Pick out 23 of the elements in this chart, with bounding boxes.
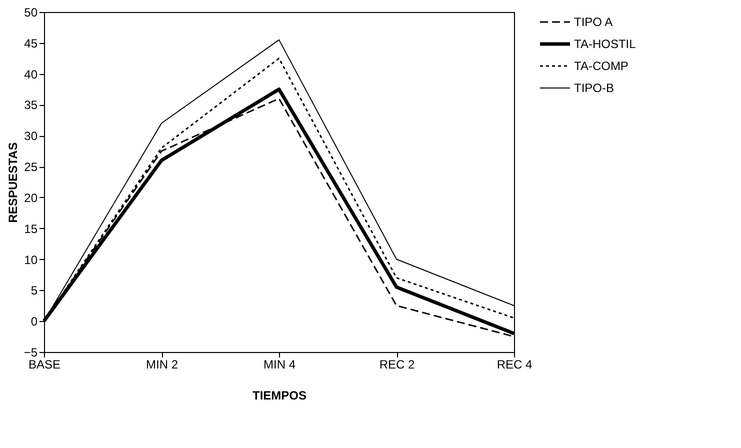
legend-label: TA-HOSTIL — [574, 37, 636, 51]
x-tick-label: BASE — [28, 358, 61, 372]
y-axis-title: RESPUESTAS — [6, 142, 20, 223]
y-tick-label: 45 — [24, 36, 38, 50]
y-tick-label: 50 — [24, 6, 38, 20]
y-tick-label: 5 — [30, 284, 38, 298]
x-tick-label: MIN 2 — [146, 358, 178, 372]
y-tick-label: 10 — [24, 252, 38, 267]
legend-label: TIPO A — [574, 15, 613, 29]
y-tick-label: 40 — [24, 67, 38, 82]
y-tick-label: 35 — [24, 98, 38, 112]
x-tick-label: MIN 4 — [263, 358, 296, 372]
y-tick-label: 25 — [24, 160, 38, 174]
y-tick-label: 30 — [24, 129, 38, 144]
x-tick-label: REC 2 — [379, 358, 415, 372]
y-tick-label: −5 — [24, 346, 38, 360]
x-axis-title: TIEMPOS — [252, 388, 307, 402]
y-tick-label: 15 — [24, 222, 38, 236]
y-tick-label: 20 — [24, 190, 38, 205]
legend-label: TIPO-B — [574, 81, 614, 95]
y-tick-label: 0 — [30, 314, 38, 329]
legend-label: TA-COMP — [574, 59, 628, 73]
x-tick-label: REC 4 — [496, 358, 532, 372]
